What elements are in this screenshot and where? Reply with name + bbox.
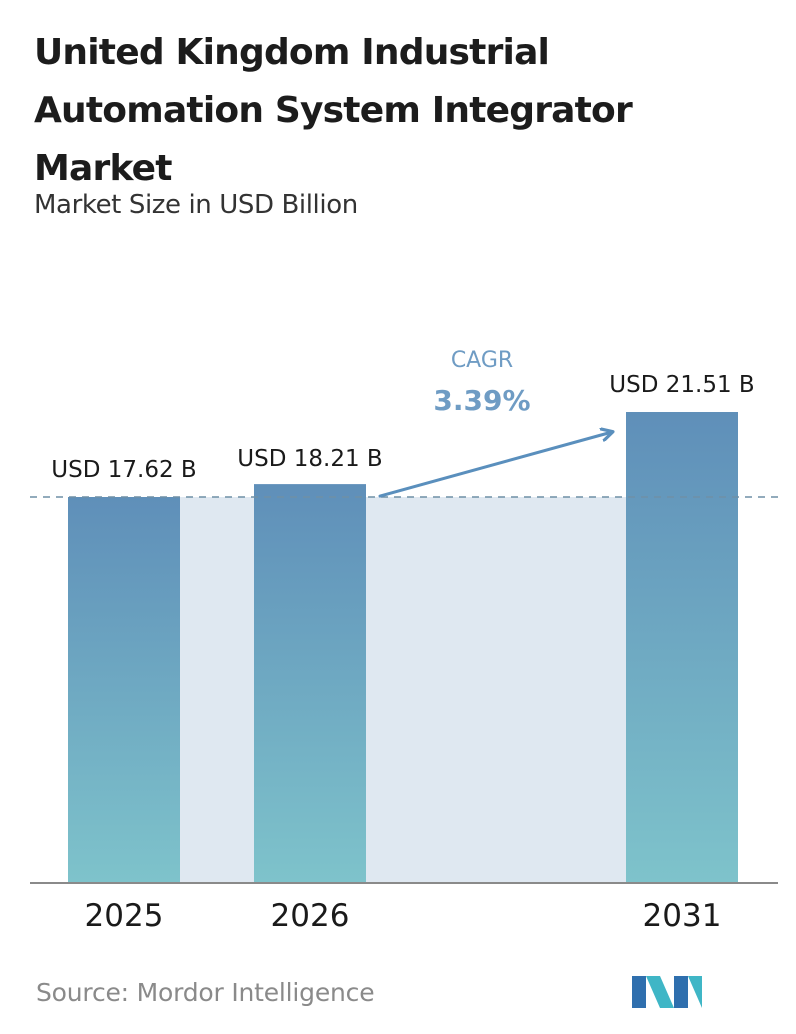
x-tick-label-2031: 2031 bbox=[643, 898, 722, 934]
data-label-2026: USD 18.21 B bbox=[237, 446, 382, 472]
source-credit: Source: Mordor Intelligence bbox=[36, 978, 375, 1007]
chart-title: United Kingdom Industrial Automation Sys… bbox=[34, 32, 633, 189]
x-tick-label-2026: 2026 bbox=[271, 898, 350, 934]
bar-2026 bbox=[254, 484, 366, 882]
cagr-label: CAGR bbox=[451, 348, 513, 373]
data-label-2031: USD 21.51 B bbox=[609, 372, 754, 398]
mordor-intelligence-logo-icon bbox=[632, 976, 702, 1008]
bar-2025 bbox=[68, 497, 180, 882]
bar-2031 bbox=[626, 412, 738, 882]
chart-subtitle: Market Size in USD Billion bbox=[34, 190, 358, 220]
data-label-2025: USD 17.62 B bbox=[51, 457, 196, 483]
cagr-value: 3.39% bbox=[433, 384, 530, 417]
cagr-arrow bbox=[378, 432, 612, 498]
x-tick-label-2025: 2025 bbox=[85, 898, 164, 934]
